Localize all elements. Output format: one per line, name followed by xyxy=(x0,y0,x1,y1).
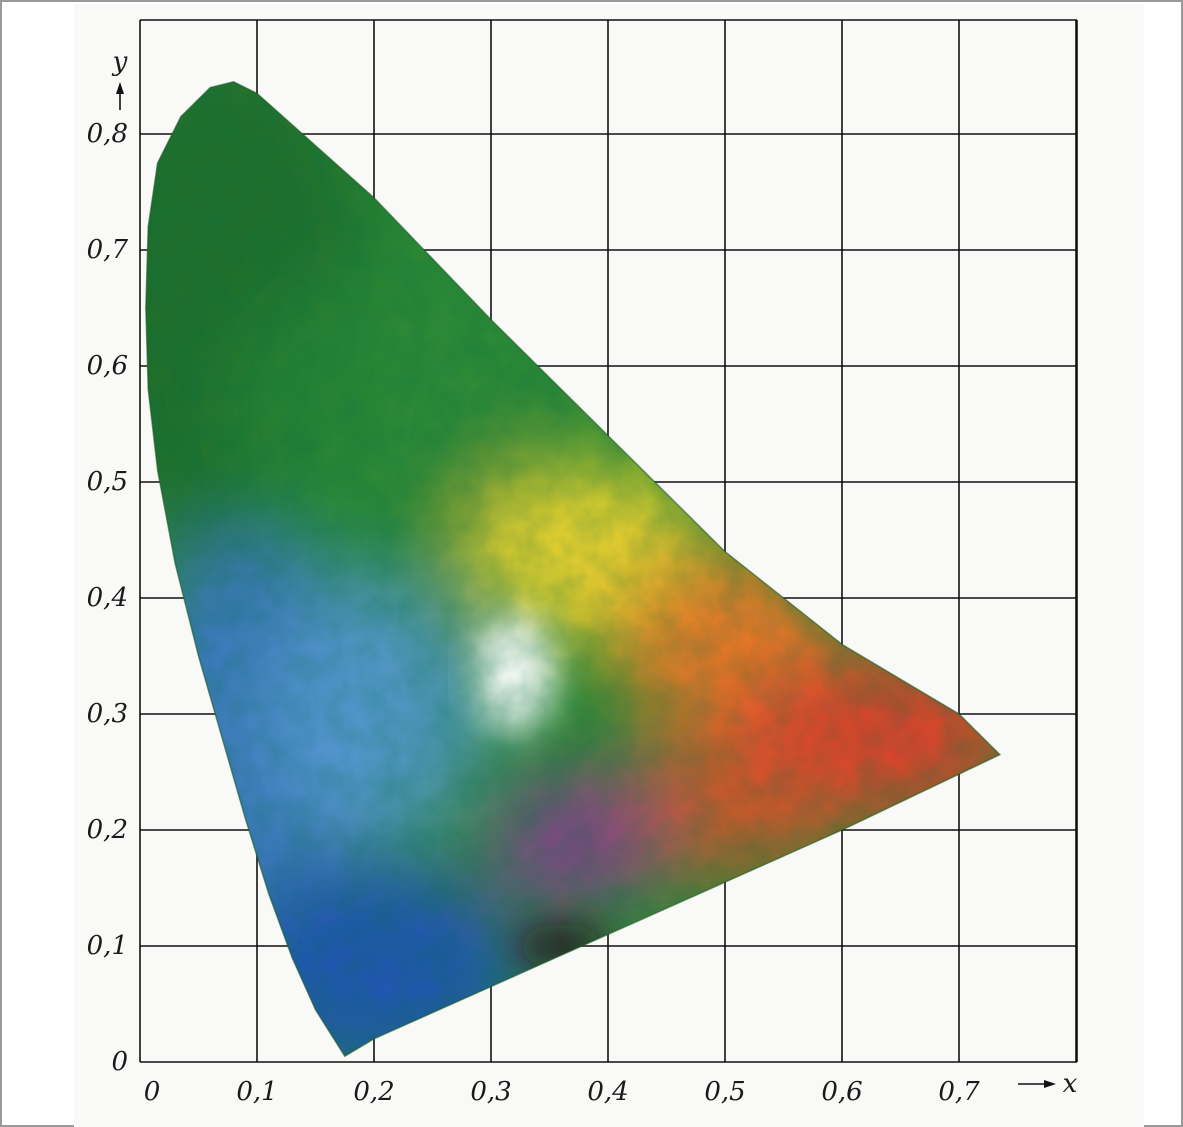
x-tick-label: 0,6 xyxy=(821,1077,862,1107)
y-tick-label: 0,4 xyxy=(87,583,128,613)
watercolor-texture xyxy=(145,81,1000,1057)
y-tick-label: 0,7 xyxy=(87,235,129,265)
gamut-fill xyxy=(145,81,1002,1058)
y-tick-label: 0,2 xyxy=(87,815,128,845)
x-tick-label: 0,1 xyxy=(236,1077,277,1107)
y-tick-label: 0,5 xyxy=(87,467,128,497)
axes xyxy=(116,82,1056,1088)
x-tick-label: 0,2 xyxy=(353,1077,394,1107)
x-axis-label: x xyxy=(1063,1069,1078,1099)
gamut-edge xyxy=(145,81,1002,1058)
y-axis-label: y xyxy=(112,47,128,77)
x-tick-label: 0,7 xyxy=(938,1077,980,1107)
y-tick-label: 0,1 xyxy=(87,931,128,961)
y-tick-label: 0,6 xyxy=(87,351,128,381)
x-tick-label: 0,3 xyxy=(470,1077,511,1107)
y-tick-label: 0,8 xyxy=(87,119,128,149)
y-tick-label: 0,3 xyxy=(87,699,128,729)
x-tick-label: 0,4 xyxy=(587,1077,628,1107)
x-tick-label: 0 xyxy=(144,1077,161,1107)
x-tick-label: 0,5 xyxy=(704,1077,745,1107)
x-axis-arrowhead xyxy=(1044,1080,1056,1088)
y-tick-label: 0 xyxy=(111,1047,128,1077)
y-axis-arrowhead xyxy=(116,82,124,94)
tick-labels: 0 0,1 0,2 0,3 0,4 0,5 0,6 0,7 0 0,1 0,2 0,3 0,4 0,5 0,… xyxy=(87,47,1078,1107)
